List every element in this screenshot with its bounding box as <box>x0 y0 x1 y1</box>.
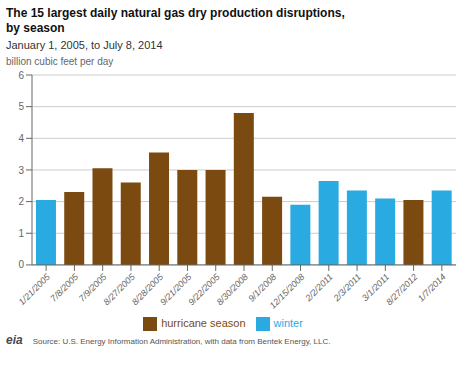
svg-text:2/2/2011: 2/2/2011 <box>303 272 335 304</box>
svg-text:2: 2 <box>18 196 24 207</box>
svg-text:6: 6 <box>18 70 24 81</box>
html-text:eia: eia <box>6 333 23 347</box>
html-text:winter: winter <box>273 316 303 329</box>
svg-text:7/8/2005: 7/8/2005 <box>48 271 81 304</box>
svg-text:1/7/2014: 1/7/2014 <box>416 272 448 304</box>
svg-text:8/27/2005: 8/27/2005 <box>101 271 137 308</box>
svg-text:9/21/2005: 9/21/2005 <box>158 271 194 308</box>
svg-text:7/9/2005: 7/9/2005 <box>76 271 109 304</box>
svg-text:0: 0 <box>18 259 24 270</box>
svg-text:3/1/2011: 3/1/2011 <box>359 271 392 304</box>
svg-text:8/28/2005: 8/28/2005 <box>129 271 166 308</box>
svg-text:2/3/2011: 2/3/2011 <box>331 272 363 304</box>
svg-text:8/30/2008: 8/30/2008 <box>215 272 250 307</box>
html-text:by season: by season <box>6 21 65 35</box>
svg-text:1/21/2005: 1/21/2005 <box>17 271 53 307</box>
html-text:The 15 largest daily natural g: The 15 largest daily natural gas dry pro… <box>6 6 345 20</box>
html-text:Source: U.S. Energy Informatio: Source: U.S. Energy Information Administ… <box>32 337 331 346</box>
svg-text:4: 4 <box>18 133 24 144</box>
html-text:January 1, 2005, to July 8, 20: January 1, 2005, to July 8, 2014 <box>6 39 163 51</box>
svg-text:9/1/2008: 9/1/2008 <box>246 271 279 304</box>
svg-text:1: 1 <box>18 228 24 239</box>
svg-text:12/15/2008: 12/15/2008 <box>268 272 307 311</box>
svg-text:8/27/2012: 8/27/2012 <box>384 272 419 307</box>
svg-text:5: 5 <box>18 101 24 112</box>
html-text:hurricane season: hurricane season <box>161 316 246 329</box>
svg-text:3: 3 <box>18 165 24 176</box>
svg-text:9/22/2005: 9/22/2005 <box>186 271 222 308</box>
html-text:billion cubic feet per day: billion cubic feet per day <box>6 56 114 67</box>
